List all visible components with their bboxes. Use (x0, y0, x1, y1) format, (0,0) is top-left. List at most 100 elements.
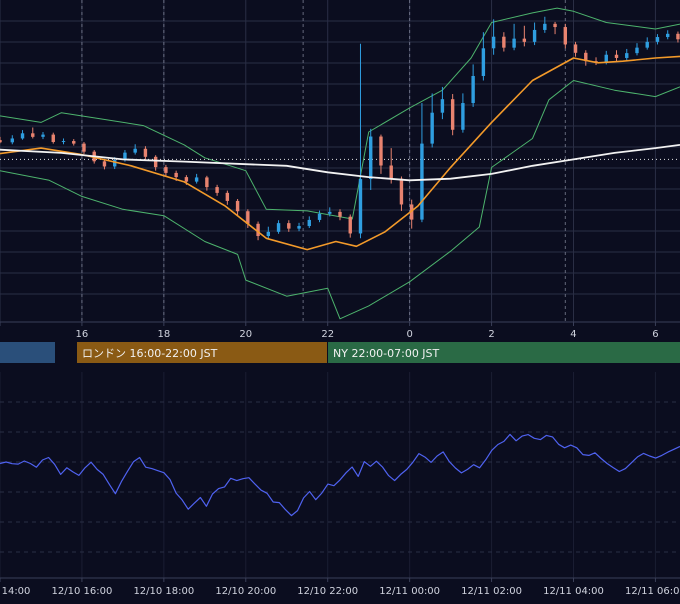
oscillator-x-tick-label: 12/10 22:00 (297, 586, 358, 597)
candle-body (51, 134, 55, 143)
candle-down (584, 50, 588, 66)
candle-up (491, 19, 496, 55)
candle-body (153, 156, 158, 168)
candle-body (655, 37, 660, 42)
candle-body (0, 140, 2, 143)
candle-body (420, 143, 424, 220)
candle-down (246, 209, 250, 228)
candle-body (676, 33, 680, 40)
candle-up (430, 93, 434, 148)
candle-up (307, 216, 311, 228)
price-x-tick-label: 20 (239, 329, 252, 340)
candle-body (194, 177, 199, 182)
price-x-tick-label: 16 (76, 329, 89, 340)
candle-body (358, 179, 363, 234)
candle-down (225, 190, 230, 205)
candle-up (10, 135, 14, 145)
candle-body (41, 134, 45, 137)
candle-down (563, 23, 568, 49)
session-bar: ロンドン 16:00-22:00 JST NY 22:00-07:00 JST (0, 342, 680, 363)
candle-down (102, 159, 107, 170)
oscillator-x-tick-label: 12/11 02:00 (461, 586, 522, 597)
oscillator-x-tick-label: 12/10 20:00 (215, 586, 276, 597)
candle-body (266, 231, 271, 237)
oscillator-x-tick-label: 12/11 00:00 (379, 586, 440, 597)
candle-body (543, 23, 547, 30)
candle-body (491, 36, 496, 49)
candle-down (502, 32, 506, 52)
candle-body (143, 148, 148, 157)
candle-body (215, 187, 219, 193)
candle-body (399, 178, 404, 205)
candle-body (246, 211, 250, 224)
candle-body (584, 52, 588, 62)
candle-up (266, 226, 271, 240)
candle-down (338, 209, 342, 221)
candle-body (72, 141, 76, 144)
candle-down (409, 199, 414, 229)
candle-down (143, 146, 148, 160)
series-sma-long (0, 144, 680, 182)
candle-down (379, 134, 383, 174)
candle-body (307, 219, 311, 227)
oscillator-x-tick-label: 12/10 14:00 (0, 586, 30, 597)
candle-body (348, 216, 352, 234)
candle-up (41, 132, 45, 140)
candle-up (133, 144, 137, 155)
candle-down (573, 41, 578, 57)
price-x-tick-label: 18 (157, 329, 170, 340)
candle-body (430, 112, 434, 144)
candle-body (614, 54, 619, 58)
oscillator-x-tick-labels: 12/10 14:00 12/10 16:00 12/10 18:00 12/10 2… (0, 578, 680, 597)
candle-body (573, 44, 578, 53)
candle-body (133, 148, 137, 153)
candle-up (358, 43, 363, 239)
candle-up (471, 64, 475, 107)
candle-body (184, 177, 189, 182)
candle-body (635, 47, 639, 54)
candle-down (287, 220, 291, 232)
candle-body (409, 204, 414, 220)
session-block (328, 342, 680, 363)
candle-body (471, 75, 475, 104)
candle-body (481, 48, 486, 76)
candle-down (389, 148, 393, 184)
candle-body (369, 136, 373, 180)
candle-body (328, 211, 332, 214)
oscillator-x-tick-label: 12/11 04:00 (543, 586, 604, 597)
candle-up (440, 86, 445, 120)
candle-up (317, 210, 322, 223)
candle-body (82, 143, 86, 152)
candle-up (461, 93, 465, 133)
candle-up (297, 222, 301, 232)
price-x-tick-label: 4 (570, 329, 576, 340)
candle-body (317, 213, 322, 220)
candle-up (532, 22, 537, 46)
candle-body (10, 138, 14, 143)
candle-body (205, 177, 209, 188)
candle-down (51, 132, 55, 144)
candle-down (164, 164, 168, 177)
session-block (77, 342, 327, 363)
candle-body (225, 192, 230, 201)
candle-body (666, 33, 670, 38)
candle-up (635, 43, 639, 56)
candle-body (553, 23, 557, 28)
candle-up (655, 34, 660, 45)
candle-body (450, 99, 455, 130)
candle-body (61, 141, 66, 143)
candle-body (532, 29, 537, 42)
price-x-tick-label: 2 (488, 329, 494, 340)
session-label: ロンドン 16:00-22:00 JST (82, 347, 218, 360)
candle-up (194, 173, 199, 184)
candle-body (502, 36, 506, 48)
candle-body (297, 226, 301, 229)
candle-body (338, 211, 342, 217)
price-x-tick-label: 6 (652, 329, 658, 340)
candle-down (348, 214, 352, 238)
candle-body (20, 133, 25, 139)
oscillator-x-tick-label: 12/10 16:00 (52, 586, 113, 597)
session-label: NY 22:00-07:00 JST (333, 347, 440, 360)
